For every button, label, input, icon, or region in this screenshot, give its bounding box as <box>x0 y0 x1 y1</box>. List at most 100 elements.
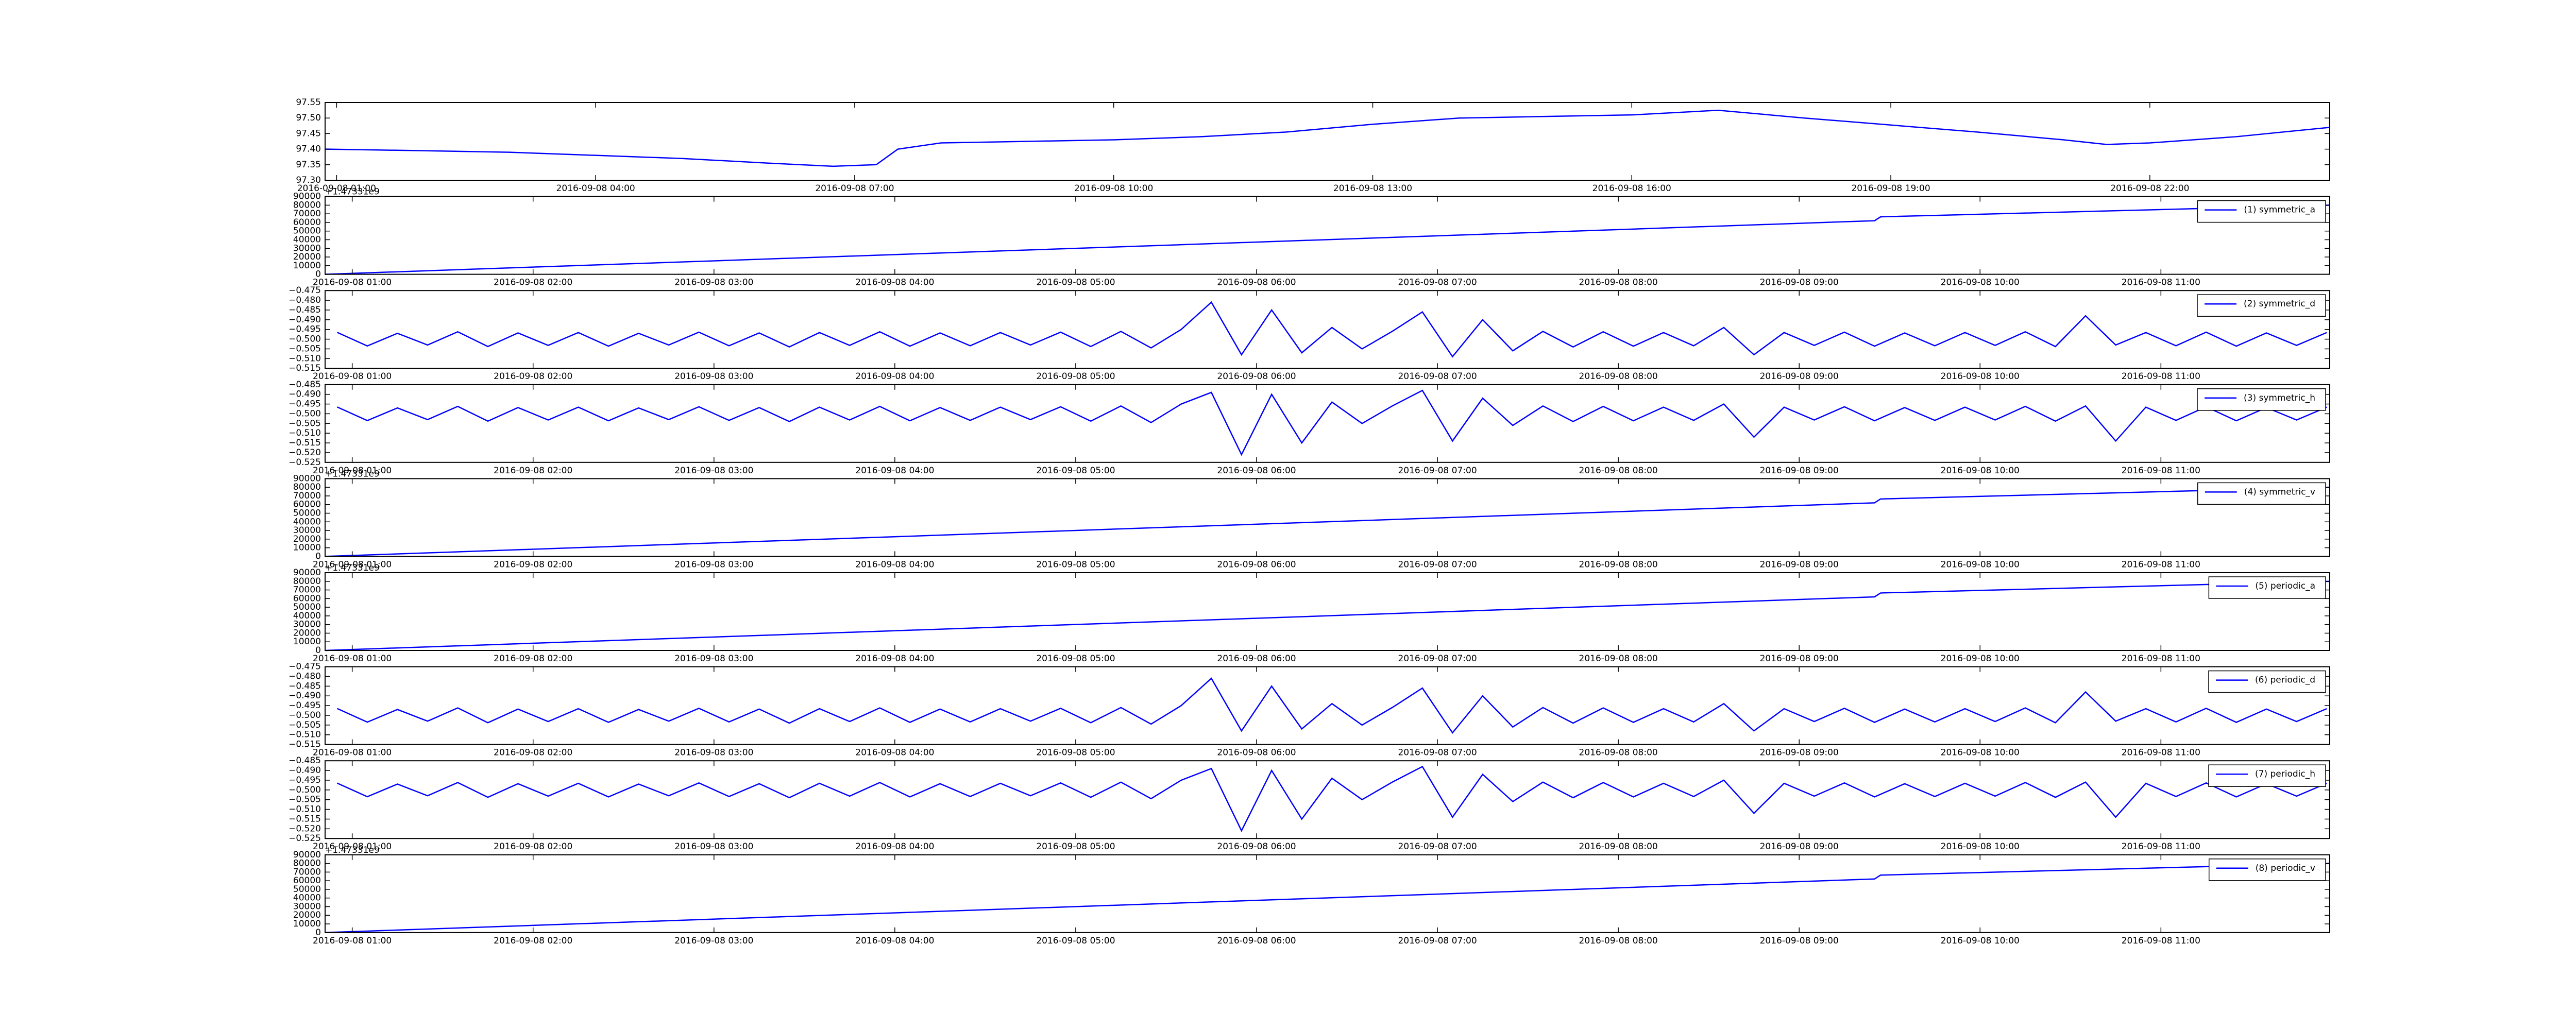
x-tick-label: 2016-09-08 11:00 <box>2122 654 2200 664</box>
x-tick-label: 2016-09-08 01:00 <box>313 936 392 946</box>
x-tick-label: 2016-09-08 06:00 <box>1217 466 1296 476</box>
x-tick-label: 2016-09-08 04:00 <box>556 183 635 194</box>
x-tick-label: 2016-09-08 03:00 <box>674 654 753 664</box>
legend-box <box>2197 294 2326 317</box>
y-tick-label: 40000 <box>293 517 321 527</box>
axes-frame <box>325 572 2330 651</box>
y-tick-label: 90000 <box>293 568 321 578</box>
x-tick-label: 2016-09-08 04:00 <box>855 278 934 288</box>
x-tick-label: 2016-09-08 10:00 <box>1941 842 2020 852</box>
y-tick-label: 50000 <box>293 602 321 612</box>
x-tick-label: 2016-09-08 05:00 <box>1036 278 1115 288</box>
x-tick-label: 2016-09-08 11:00 <box>2122 466 2200 476</box>
x-tick-label: 2016-09-08 09:00 <box>1760 278 1839 288</box>
x-tick-label: 2016-09-08 04:00 <box>855 654 934 664</box>
y-tick-label: 40000 <box>293 611 321 621</box>
y-tick-label: −0.525 <box>289 457 321 468</box>
x-tick-label: 2016-09-08 03:00 <box>674 466 753 476</box>
x-tick-label: 2016-09-08 11:00 <box>2122 559 2200 570</box>
y-tick-label: −0.495 <box>289 775 321 785</box>
y-tick-label: 30000 <box>293 525 321 536</box>
x-tick-label: 2016-09-08 02:00 <box>494 466 572 476</box>
y-tick-label: 97.35 <box>296 160 321 170</box>
legend-box <box>2197 482 2326 505</box>
y-tick-label: 20000 <box>293 534 321 544</box>
series-line <box>336 389 2327 456</box>
plot-area <box>325 573 2330 650</box>
x-tick-label: 2016-09-08 03:00 <box>674 936 753 946</box>
y-tick-label: 30000 <box>293 243 321 253</box>
x-tick-label: 2016-09-08 06:00 <box>1217 371 1296 382</box>
y-tick-label: 97.45 <box>296 128 321 139</box>
x-tick-label: 2016-09-08 07:00 <box>1398 842 1477 852</box>
plot-area <box>325 290 2330 369</box>
series-line <box>325 863 2330 934</box>
y-tick-label: −0.500 <box>289 334 321 345</box>
y-tick-label: −0.475 <box>289 285 321 296</box>
legend-label: (1) symmetric_a <box>2244 205 2315 215</box>
y-tick-label: −0.510 <box>289 730 321 740</box>
x-tick-label: 2016-09-08 02:00 <box>494 936 572 946</box>
y-tick-label: 0 <box>315 269 321 280</box>
legend-box <box>2197 388 2326 411</box>
x-tick-label: 2016-09-08 01:00 <box>313 371 392 382</box>
y-tick-label: 97.40 <box>296 144 321 154</box>
y-tick-label: 50000 <box>293 884 321 895</box>
y-tick-label: 20000 <box>293 910 321 920</box>
x-tick-label: 2016-09-08 02:00 <box>494 559 572 570</box>
axes-frame <box>325 196 2330 275</box>
y-tick-label: −0.505 <box>289 344 321 354</box>
x-tick-label: 2016-09-08 04:00 <box>855 559 934 570</box>
series-line <box>325 486 2330 557</box>
x-tick-label: 2016-09-08 06:00 <box>1217 936 1296 946</box>
legend-label: (2) symmetric_d <box>2244 299 2315 309</box>
y-tick-label: 80000 <box>293 576 321 587</box>
y-tick-label: −0.495 <box>289 399 321 409</box>
y-tick-label: 10000 <box>293 543 321 553</box>
x-tick-label: 2016-09-08 09:00 <box>1760 559 1839 570</box>
y-tick-label: −0.495 <box>289 324 321 335</box>
x-tick-label: 2016-09-08 03:00 <box>674 278 753 288</box>
offset-text: +1.47331e9 <box>325 469 380 479</box>
x-tick-label: 2016-09-08 09:00 <box>1760 842 1839 852</box>
x-tick-label: 2016-09-08 13:00 <box>1333 183 1412 194</box>
x-tick-label: 2016-09-08 08:00 <box>1579 842 1658 852</box>
y-tick-label: −0.520 <box>289 823 321 834</box>
x-tick-label: 2016-09-08 06:00 <box>1217 559 1296 570</box>
x-tick-label: 2016-09-08 04:00 <box>855 748 934 758</box>
x-tick-label: 2016-09-08 16:00 <box>1592 183 1671 194</box>
x-tick-label: 2016-09-08 03:00 <box>674 371 753 382</box>
x-tick-label: 2016-09-08 04:00 <box>855 371 934 382</box>
y-tick-label: 0 <box>315 928 321 938</box>
x-tick-label: 2016-09-08 08:00 <box>1579 748 1658 758</box>
x-tick-label: 2016-09-08 10:00 <box>1074 183 1153 194</box>
series-line <box>336 301 2327 358</box>
y-tick-label: 90000 <box>293 192 321 202</box>
x-tick-label: 2016-09-08 07:00 <box>1398 559 1477 570</box>
y-tick-label: −0.500 <box>289 408 321 419</box>
y-tick-label: −0.520 <box>289 448 321 458</box>
x-tick-label: 2016-09-08 07:00 <box>1398 466 1477 476</box>
x-tick-label: 2016-09-08 07:00 <box>1398 936 1477 946</box>
y-tick-label: −0.510 <box>289 353 321 364</box>
y-tick-label: 60000 <box>293 593 321 604</box>
x-tick-label: 2016-09-08 10:00 <box>1941 278 2020 288</box>
legend-label: (6) periodic_d <box>2255 675 2315 685</box>
y-tick-label: 50000 <box>293 226 321 236</box>
x-tick-label: 2016-09-08 09:00 <box>1760 748 1839 758</box>
y-tick-label: −0.485 <box>289 681 321 691</box>
x-tick-label: 2016-09-08 06:00 <box>1217 842 1296 852</box>
x-tick-label: 2016-09-08 01:00 <box>313 278 392 288</box>
y-tick-label: 10000 <box>293 637 321 647</box>
x-tick-label: 2016-09-08 08:00 <box>1579 278 1658 288</box>
y-tick-label: −0.500 <box>289 785 321 795</box>
y-tick-label: −0.480 <box>289 671 321 681</box>
x-tick-label: 2016-09-08 11:00 <box>2122 748 2200 758</box>
x-tick-label: 2016-09-08 07:00 <box>1398 654 1477 664</box>
y-tick-label: −0.485 <box>289 380 321 390</box>
x-tick-label: 2016-09-08 02:00 <box>494 842 572 852</box>
x-tick-label: 2016-09-08 05:00 <box>1036 748 1115 758</box>
y-tick-label: −0.490 <box>289 765 321 776</box>
x-tick-label: 2016-09-08 07:00 <box>1398 278 1477 288</box>
